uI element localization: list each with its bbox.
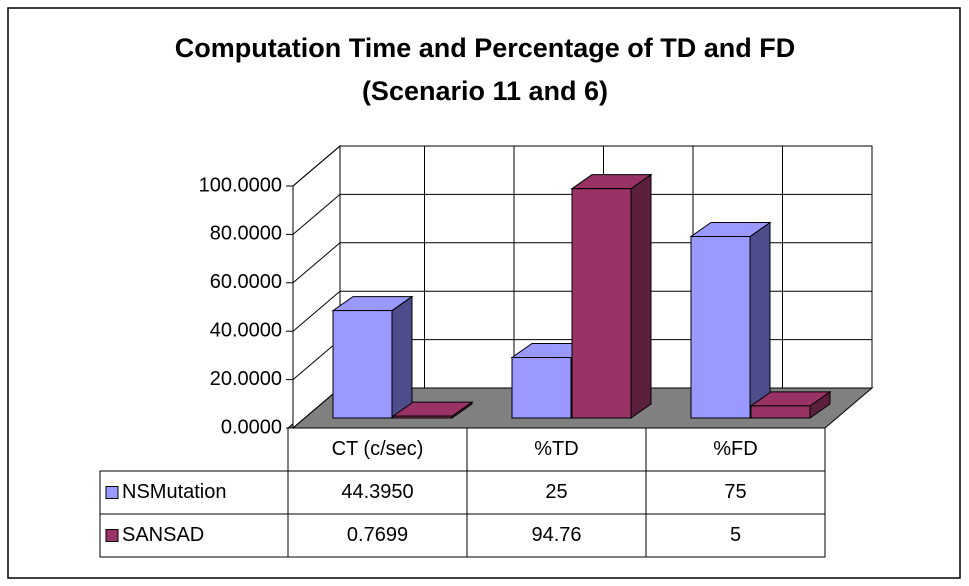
bar	[392, 415, 453, 419]
legend-swatch	[105, 529, 119, 542]
grid-line	[292, 242, 341, 284]
x-tick-label: %FD	[713, 438, 757, 460]
table-cell: 75	[724, 481, 746, 503]
grid-line	[292, 290, 341, 332]
bar-side	[630, 173, 652, 419]
y-tick-label: 80.0000	[210, 223, 282, 245]
grid-line	[292, 339, 341, 380]
table-cell: 5	[730, 524, 741, 546]
y-tick-label: 40.0000	[210, 319, 282, 341]
chart-title: Computation Time and Percentage of TD an…	[175, 33, 796, 63]
table-cell: 44.3950	[341, 481, 413, 503]
legend-label: NSMutation	[122, 481, 227, 503]
bar	[332, 310, 393, 419]
legend-label: SANSAD	[122, 524, 204, 546]
grid-line	[292, 145, 341, 187]
y-tick-label: 20.0000	[210, 368, 282, 390]
bar-side	[749, 221, 771, 419]
x-tick-label: CT (c/sec)	[332, 438, 424, 460]
bar	[511, 357, 572, 419]
bar-side	[391, 295, 413, 419]
bar	[750, 405, 811, 419]
grid-line	[292, 194, 341, 235]
legend-swatch	[105, 486, 119, 499]
bar	[690, 236, 751, 419]
y-tick-label: 0.0000	[221, 416, 282, 438]
y-tick-label: 100.0000	[199, 174, 282, 196]
bar	[571, 188, 632, 419]
chart-title: (Scenario 11 and 6)	[362, 76, 608, 106]
grid-line	[292, 387, 341, 429]
x-tick-label: %TD	[534, 438, 578, 460]
table-cell: 25	[545, 481, 567, 503]
table-cell: 0.7699	[347, 524, 408, 546]
y-tick-label: 60.0000	[210, 271, 282, 293]
table-cell: 94.76	[531, 524, 581, 546]
table-header	[287, 427, 826, 472]
